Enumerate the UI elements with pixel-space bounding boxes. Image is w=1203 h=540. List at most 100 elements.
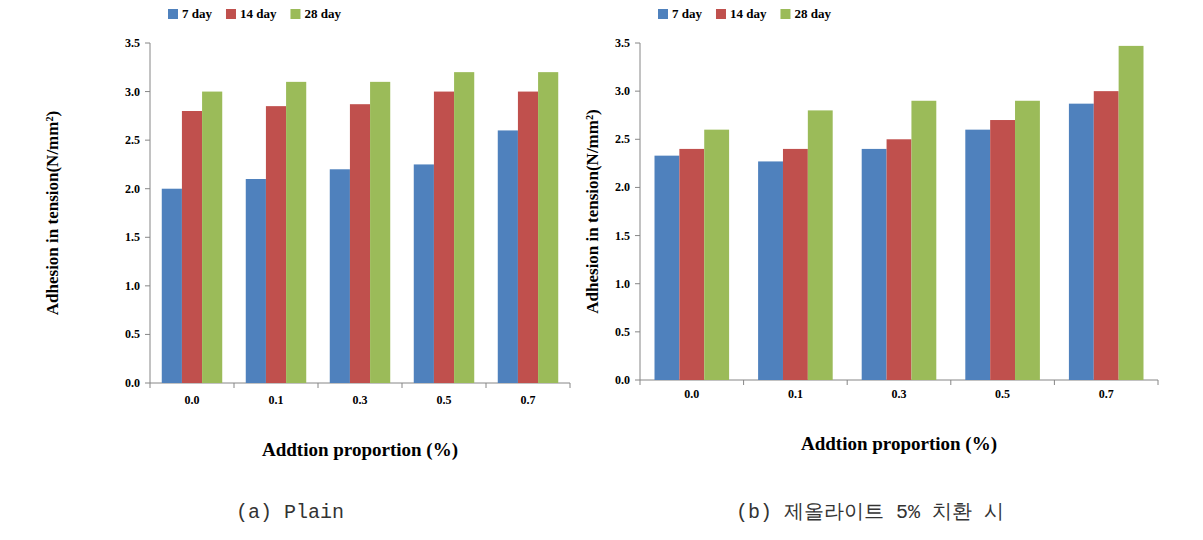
y-tick xyxy=(635,380,640,381)
y-axis-title: Adhesion in tension(N/mm²) xyxy=(43,111,62,315)
figure: 0.0 0.5 1.0 1.5 2.0 2.5 3.0 3.5 0.0 0.1 0.3 0.5 0.7 A… xyxy=(0,0,1203,540)
chart: 0.0 0.5 1.0 1.5 2.0 2.5 3.0 3.5 0.0 0.1 0.3 0.5 0.7 A… xyxy=(583,6,1158,524)
bar xyxy=(655,156,680,380)
y-tick-label: 3.0 xyxy=(125,85,140,99)
x-tick-divider xyxy=(950,380,951,385)
legend-label: 7 day xyxy=(672,6,702,21)
y-tick xyxy=(145,91,150,92)
bar xyxy=(202,92,222,383)
bar xyxy=(1015,101,1040,380)
legend-swatch xyxy=(780,9,790,19)
bar xyxy=(679,149,704,380)
bar xyxy=(990,120,1015,380)
x-tick-divider xyxy=(402,383,403,388)
chart: 0.00.51.01.52.02.53.03.50.00.10.30.50.7A… xyxy=(43,6,570,524)
x-tick-label: 0.5 xyxy=(995,387,1010,401)
bar xyxy=(162,189,182,383)
y-tick-label: 0.5 xyxy=(125,327,140,341)
x-tick-divider xyxy=(150,383,151,388)
y-tick xyxy=(635,283,640,284)
x-tick-divider xyxy=(847,380,848,385)
y-axis xyxy=(640,43,641,380)
bar xyxy=(965,130,990,380)
y-tick-label: 0.5 xyxy=(615,325,630,339)
caption: (a) Plain xyxy=(236,501,344,524)
x-tick-divider xyxy=(318,383,319,388)
x-tick-label: 0.7 xyxy=(521,393,536,407)
legend-swatch xyxy=(226,9,236,19)
bar xyxy=(887,139,912,380)
x-tick-divider xyxy=(234,383,235,388)
y-tick-label: 1.5 xyxy=(615,229,630,243)
y-tick xyxy=(635,235,640,236)
x-tick-divider xyxy=(570,383,571,388)
legend-label: 7 day xyxy=(182,6,212,21)
y-tick xyxy=(145,383,150,384)
y-tick-label: 3.5 xyxy=(615,36,630,50)
x-tick-label: 0.0 xyxy=(185,393,200,407)
y-tick-label: 0.0 xyxy=(125,376,140,390)
y-tick xyxy=(145,237,150,238)
y-tick-label: 2.0 xyxy=(615,180,630,194)
bar xyxy=(370,82,390,383)
y-tick xyxy=(145,140,150,141)
x-tick-divider xyxy=(743,380,744,385)
x-tick-divider xyxy=(1158,380,1159,385)
x-tick-divider xyxy=(640,380,641,385)
y-tick xyxy=(145,43,150,44)
bar xyxy=(454,72,474,383)
y-axis-title: Adhesion in tension(N/mm²) xyxy=(583,109,602,313)
y-tick-label: 1.5 xyxy=(125,230,140,244)
y-tick xyxy=(635,331,640,332)
legend-swatch xyxy=(658,9,668,19)
bar xyxy=(783,149,808,380)
x-tick-label: 0.7 xyxy=(1099,387,1114,401)
y-tick-label: 2.5 xyxy=(615,132,630,146)
y-axis xyxy=(150,43,151,383)
x-tick-divider xyxy=(1054,380,1055,385)
bar xyxy=(286,82,306,383)
bar xyxy=(434,92,454,383)
legend-label: 28 day xyxy=(304,6,341,21)
y-tick-label: 1.0 xyxy=(125,279,140,293)
legend-swatch xyxy=(290,9,300,19)
y-tick xyxy=(145,188,150,189)
y-tick-label: 2.5 xyxy=(125,133,140,147)
x-axis-title: Addtion proportion (%) xyxy=(801,433,997,455)
y-tick xyxy=(145,334,150,335)
legend-swatch xyxy=(168,9,178,19)
y-tick-label: 3.5 xyxy=(125,36,140,50)
y-tick-label: 2.0 xyxy=(125,182,140,196)
legend-swatch xyxy=(716,9,726,19)
x-axis-title: Addtion proportion (%) xyxy=(262,439,458,461)
x-tick-divider xyxy=(486,383,487,388)
bar xyxy=(911,101,936,380)
x-tick-label: 0.5 xyxy=(437,393,452,407)
bar xyxy=(704,130,729,380)
y-tick xyxy=(635,43,640,44)
bar xyxy=(758,161,783,380)
x-tick-label: 0.3 xyxy=(892,387,907,401)
bar xyxy=(1094,91,1119,380)
bars xyxy=(655,46,1144,380)
bar xyxy=(862,149,887,380)
bar xyxy=(246,179,266,383)
x-tick-label: 0.1 xyxy=(269,393,284,407)
y-tick xyxy=(635,139,640,140)
bar xyxy=(182,111,202,383)
y-tick-label: 3.0 xyxy=(615,84,630,98)
y-tick xyxy=(635,187,640,188)
legend-label: 28 day xyxy=(794,6,831,21)
y-tick-label: 0.0 xyxy=(615,373,630,387)
y-tick xyxy=(145,285,150,286)
bar xyxy=(350,104,370,383)
y-tick-label: 1.0 xyxy=(615,277,630,291)
x-tick-label: 0.1 xyxy=(788,387,803,401)
bar xyxy=(538,72,558,383)
bar xyxy=(414,164,434,383)
legend-label: 14 day xyxy=(240,6,277,21)
bar xyxy=(1069,104,1094,380)
y-tick xyxy=(635,91,640,92)
x-tick-label: 0.0 xyxy=(684,387,699,401)
bar xyxy=(808,110,833,380)
